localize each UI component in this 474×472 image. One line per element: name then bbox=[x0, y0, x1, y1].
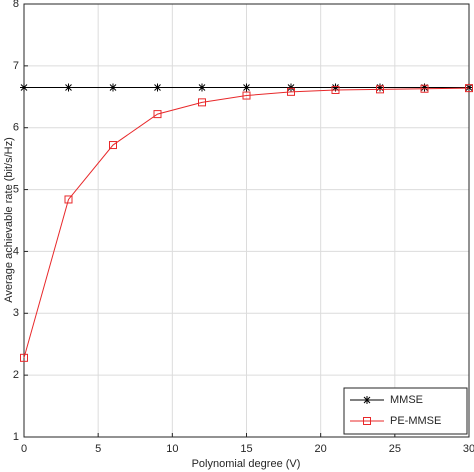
marker bbox=[64, 83, 73, 92]
marker bbox=[331, 85, 340, 94]
x-tick-label: 10 bbox=[166, 443, 178, 455]
y-tick-label: 4 bbox=[13, 245, 19, 257]
marker bbox=[242, 91, 251, 100]
legend-label: MMSE bbox=[390, 394, 423, 406]
x-tick-label: 30 bbox=[463, 443, 474, 455]
y-tick-label: 1 bbox=[13, 431, 19, 443]
marker bbox=[465, 83, 473, 92]
marker bbox=[198, 83, 206, 92]
plot-frame bbox=[23, 3, 470, 438]
x-tick-label: 5 bbox=[95, 443, 101, 455]
marker bbox=[420, 83, 429, 92]
marker bbox=[331, 83, 340, 92]
x-tick-label: 0 bbox=[21, 443, 27, 455]
marker bbox=[363, 417, 371, 425]
y-axis-label: Average achievable rate (bit/s/Hz) bbox=[3, 137, 15, 303]
legend-box bbox=[343, 387, 468, 435]
marker bbox=[376, 85, 384, 94]
y-tick-label: 5 bbox=[13, 183, 19, 195]
marker bbox=[198, 98, 206, 107]
y-tick-label: 8 bbox=[13, 0, 19, 10]
marker bbox=[20, 83, 28, 92]
marker bbox=[376, 83, 384, 92]
legend-label: PE-MMSE bbox=[390, 415, 441, 427]
y-tick-label: 3 bbox=[13, 307, 19, 319]
x-tick-label: 20 bbox=[315, 443, 327, 455]
marker bbox=[242, 83, 251, 92]
marker bbox=[287, 83, 295, 92]
marker bbox=[20, 353, 28, 362]
x-tick-label: 15 bbox=[240, 443, 252, 455]
marker bbox=[153, 110, 162, 119]
y-tick-label: 6 bbox=[13, 122, 19, 134]
y-tick-label: 2 bbox=[13, 369, 19, 381]
marker bbox=[465, 84, 473, 93]
marker bbox=[109, 141, 117, 150]
x-tick-label: 25 bbox=[389, 443, 401, 455]
marker bbox=[109, 83, 117, 92]
y-tick-label: 7 bbox=[13, 60, 19, 72]
marker bbox=[64, 195, 73, 204]
marker bbox=[363, 396, 371, 404]
marker bbox=[420, 84, 429, 93]
series-line bbox=[23, 87, 470, 358]
marker bbox=[287, 87, 295, 96]
marker bbox=[153, 83, 162, 92]
x-axis-label: Polynomial degree (V) bbox=[192, 458, 301, 470]
